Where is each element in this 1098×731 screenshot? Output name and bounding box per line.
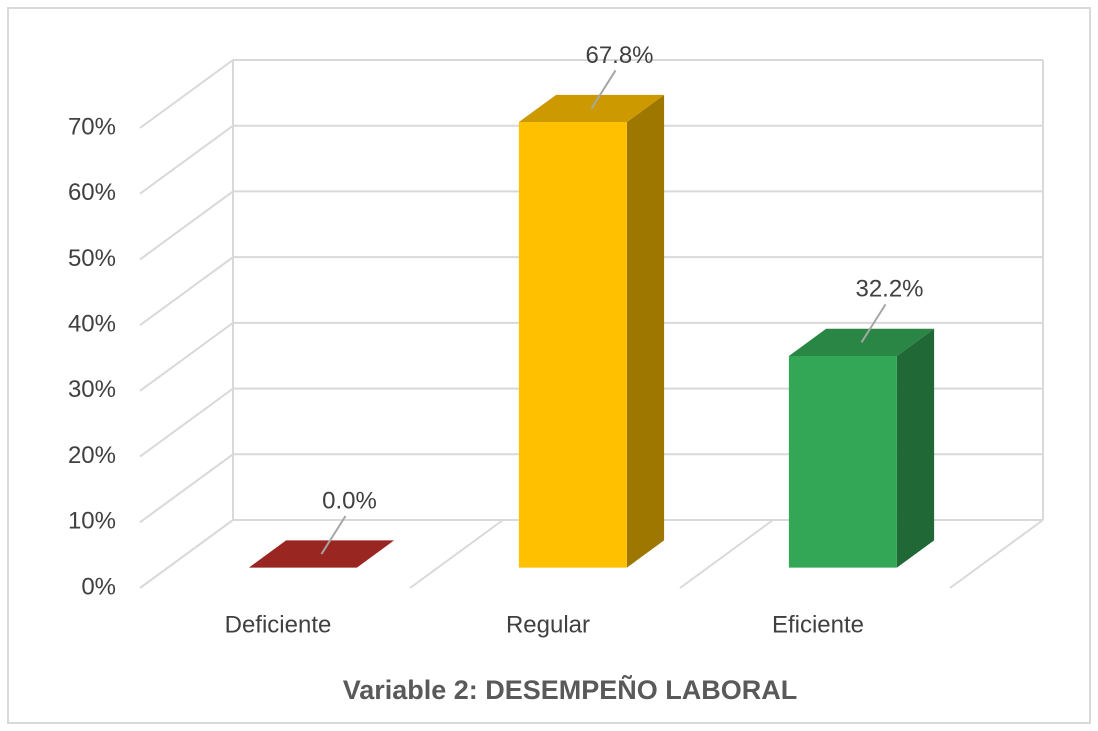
leader-line <box>860 303 887 343</box>
data-label: 67.8% <box>585 42 653 69</box>
x-tick-label: Deficiente <box>225 611 332 638</box>
y-tick-label: 30% <box>68 376 116 403</box>
grid-line <box>139 321 1043 392</box>
y-tick-label: 70% <box>68 113 116 140</box>
leader-line <box>320 515 347 555</box>
grid-line <box>139 453 1043 524</box>
grid-line <box>139 519 1043 589</box>
bar-side <box>626 94 665 568</box>
x-tick-label: Regular <box>506 611 590 638</box>
y-tick-label: 0% <box>81 573 116 600</box>
leader-line <box>590 69 617 109</box>
bar-front <box>788 356 897 568</box>
bar <box>788 328 935 568</box>
y-tick-label: 40% <box>68 310 116 337</box>
bar <box>518 94 665 568</box>
grid-line <box>139 59 1043 129</box>
bar-side <box>896 328 935 568</box>
y-tick-label: 50% <box>68 245 116 272</box>
grid-line <box>139 387 1043 458</box>
grid-line <box>139 256 1043 326</box>
x-tick-label: Eficiente <box>772 611 864 638</box>
grid-line <box>139 124 1043 195</box>
grid-line <box>679 519 774 589</box>
data-label: 0.0% <box>322 487 377 514</box>
chart-title: Variable 2: DESEMPEÑO LABORAL <box>343 674 798 705</box>
y-tick-label: 20% <box>68 442 116 469</box>
y-tick-label: 10% <box>68 508 116 535</box>
data-label: 32.2% <box>855 276 923 303</box>
grid-line <box>139 190 1043 261</box>
grid-line <box>409 519 504 589</box>
bar-front <box>518 122 627 568</box>
y-tick-label: 60% <box>68 179 116 206</box>
grid-line <box>949 519 1044 589</box>
